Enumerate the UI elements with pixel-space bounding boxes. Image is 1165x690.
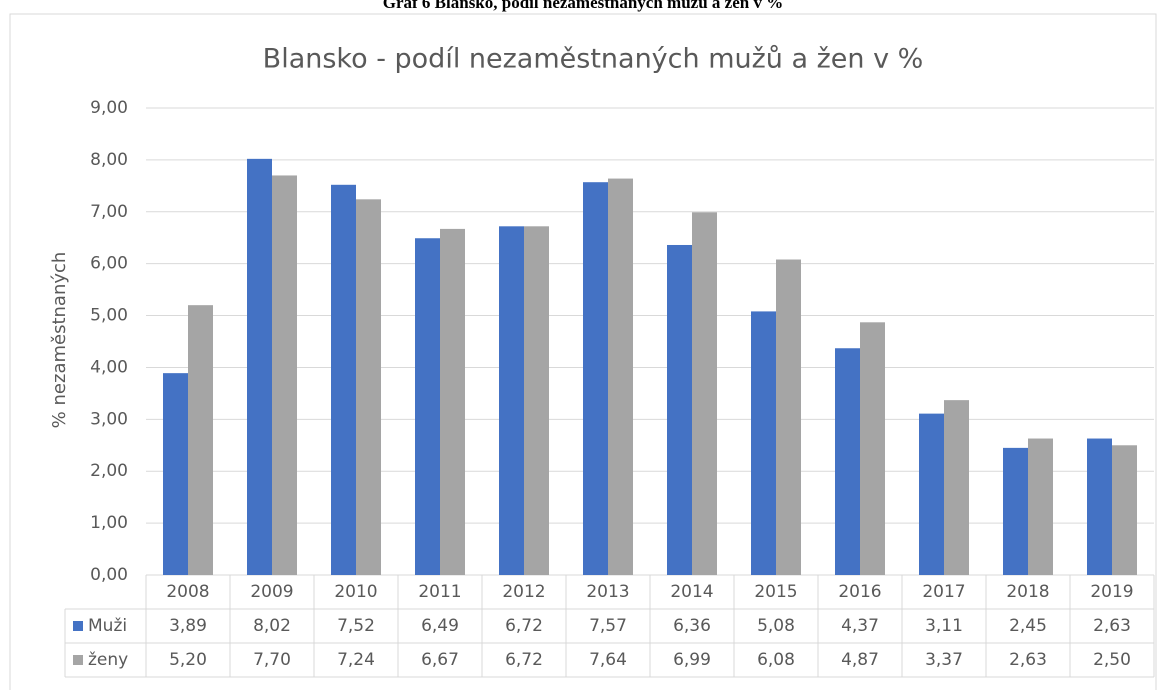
legend-swatch: [73, 621, 83, 631]
x-tick-label: 2008: [166, 582, 209, 602]
table-value: 7,70: [253, 650, 291, 670]
bar: [1028, 438, 1053, 575]
x-tick-label: 2019: [1090, 582, 1133, 602]
table-value: 6,72: [505, 616, 543, 636]
y-axis-label: % nezaměstnaných: [49, 252, 70, 429]
bar: [919, 413, 944, 575]
legend-swatch: [73, 655, 83, 665]
y-tick-label: 8,00: [90, 150, 128, 170]
bar: [776, 259, 801, 575]
bar: [583, 182, 608, 575]
table-value: 6,08: [757, 650, 795, 670]
bar: [356, 199, 381, 575]
bar: [440, 228, 465, 575]
legend-label: Muži: [88, 616, 127, 636]
bar: [944, 400, 969, 575]
table-value: 3,11: [925, 616, 963, 636]
legend-label: ženy: [88, 650, 128, 670]
table-value: 7,52: [337, 616, 375, 636]
bar: [667, 244, 692, 575]
table-value: 8,02: [253, 616, 291, 636]
y-tick-label: 7,00: [90, 202, 128, 222]
bar: [524, 226, 549, 575]
x-tick-label: 2010: [334, 582, 377, 602]
bar: [499, 226, 524, 575]
table-value: 6,72: [505, 650, 543, 670]
table-value: 2,63: [1009, 650, 1047, 670]
table-value: 7,24: [337, 650, 375, 670]
bar: [188, 305, 213, 575]
table-value: 2,50: [1093, 650, 1131, 670]
bar: [1112, 445, 1137, 575]
table-value: 3,89: [169, 616, 207, 636]
bar: [692, 212, 717, 575]
x-tick-label: 2011: [418, 582, 461, 602]
y-tick-label: 3,00: [90, 409, 128, 429]
table-value: 7,64: [589, 650, 627, 670]
table-value: 6,49: [421, 616, 459, 636]
y-tick-label: 2,00: [90, 461, 128, 481]
table-value: 4,87: [841, 650, 879, 670]
x-tick-label: 2014: [670, 582, 713, 602]
y-tick-label: 5,00: [90, 306, 128, 326]
table-value: 5,20: [169, 650, 207, 670]
x-tick-label: 2015: [754, 582, 797, 602]
y-tick-label: 4,00: [90, 357, 128, 377]
bar: [247, 158, 272, 575]
bar: [272, 175, 297, 575]
table-value: 2,63: [1093, 616, 1131, 636]
bar: [1087, 438, 1112, 575]
bar: [163, 373, 188, 575]
bar: [415, 238, 440, 576]
bar: [860, 322, 885, 575]
y-tick-label: 9,00: [90, 98, 128, 118]
table-value: 4,37: [841, 616, 879, 636]
x-tick-label: 2016: [838, 582, 881, 602]
table-value: 3,37: [925, 650, 963, 670]
table-value: 6,67: [421, 650, 459, 670]
x-tick-label: 2018: [1006, 582, 1049, 602]
bar: [835, 348, 860, 575]
chart-title: Blansko - podíl nezaměstnaných mužů a že…: [263, 44, 924, 75]
table-value: 2,45: [1009, 616, 1047, 636]
x-tick-label: 2009: [250, 582, 293, 602]
caption: Graf 6 Blansko, podíl nezaměstnaných muž…: [383, 0, 783, 12]
x-tick-label: 2017: [922, 582, 965, 602]
bar: [331, 184, 356, 575]
x-tick-label: 2013: [586, 582, 629, 602]
table-value: 6,36: [673, 616, 711, 636]
y-tick-label: 6,00: [90, 254, 128, 274]
y-tick-label: 0,00: [90, 565, 128, 585]
table-value: 6,99: [673, 650, 711, 670]
bar: [751, 311, 776, 575]
bar: [1003, 447, 1028, 575]
y-tick-label: 1,00: [90, 513, 128, 533]
bar: [608, 178, 633, 575]
table-value: 7,57: [589, 616, 627, 636]
table-value: 5,08: [757, 616, 795, 636]
x-tick-label: 2012: [502, 582, 545, 602]
